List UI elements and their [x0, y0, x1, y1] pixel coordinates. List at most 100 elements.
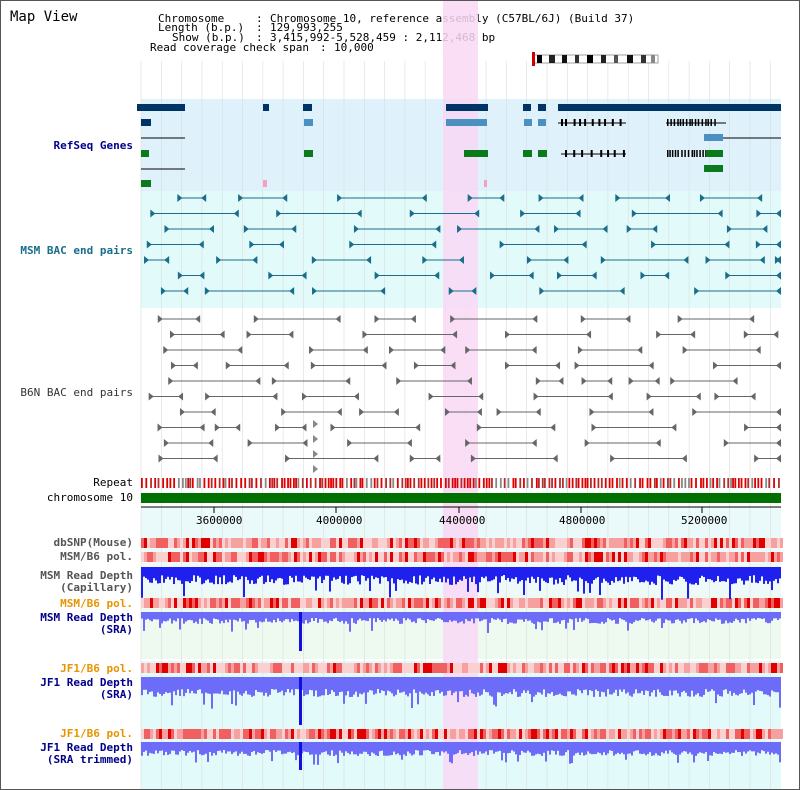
jf1-b6-pol-trim-heat — [186, 729, 189, 739]
jf1-b6-pol-trim-heat — [597, 729, 600, 739]
refseq-gene — [523, 150, 532, 157]
msm-b6-pol-sra-heat — [357, 598, 360, 608]
msm-depth-capillary-bar — [747, 567, 749, 581]
jf1-b6-pol-trim-heat — [729, 729, 732, 739]
msm-depth-capillary-bar — [483, 567, 485, 579]
jf1-depth-sra-bar — [633, 677, 635, 694]
jf1-depth-trim-bar — [185, 742, 187, 756]
jf1-depth-trim-bar — [715, 742, 717, 754]
jf1-depth-trim-bar — [163, 742, 165, 756]
repeat-block — [531, 478, 533, 488]
msm-b6-pol-heat — [594, 552, 597, 562]
msm-depth-capillary-bar — [287, 567, 289, 585]
msm-b6-pol-sra-heat — [312, 598, 315, 608]
msm-b6-pol-heat — [276, 552, 279, 562]
msm-depth-capillary-bar — [609, 567, 611, 585]
b6n-bac-pair-end — [465, 346, 471, 354]
msm-b6-pol-heat — [240, 552, 243, 562]
jf1-depth-sra-bar — [543, 677, 545, 690]
msm-depth-sra-bar — [199, 612, 201, 619]
jf1-depth-sra-bar — [297, 677, 299, 690]
msm-b6-pol-heat — [534, 552, 537, 562]
msm-b6-pol-sra-heat — [222, 598, 225, 608]
msm-b6-pol-sra-heat — [561, 598, 564, 608]
msm-bac-pair-end — [301, 271, 307, 280]
msm-depth-sra-bar — [717, 612, 719, 620]
jf1-b6-pol-trim-heat — [324, 729, 327, 739]
jf1-b6-pol-heat — [357, 663, 360, 673]
msm-b6-pol-heat — [765, 552, 768, 562]
dbsnp-heat — [519, 538, 522, 548]
jf1-depth-sra-bar — [549, 677, 551, 694]
ideogram-band — [651, 55, 655, 63]
msm-depth-capillary-bar — [635, 567, 637, 578]
refseq-gene — [689, 119, 691, 126]
msm-bac-pair-end — [252, 256, 258, 264]
msm-depth-capillary-bar — [689, 567, 691, 584]
msm-bac-pair-end — [144, 256, 150, 264]
repeat-block — [406, 478, 409, 488]
msm-b6-pol-sra-heat — [219, 598, 222, 608]
msm-b6-pol-heat — [267, 552, 270, 562]
jf1-depth-sra-bar — [275, 677, 277, 690]
msm-b6-pol-heat — [297, 552, 300, 562]
jf1-b6-pol-trim-heat — [183, 729, 186, 739]
b6n-bac-end — [313, 465, 318, 473]
jf1-depth-trim-bar — [605, 742, 607, 756]
repeat-block — [485, 478, 488, 488]
msm-depth-capillary-bar — [543, 567, 545, 581]
msm-depth-capillary-bar — [553, 567, 555, 585]
jf1-depth-trim-bar — [403, 742, 405, 755]
jf1-depth-trim-bar — [283, 742, 285, 754]
msm-depth-sra-bar — [201, 612, 203, 624]
msm-bac-pair-end — [591, 271, 597, 280]
repeat-block — [695, 478, 697, 488]
msm-depth-sra-bar — [373, 612, 375, 619]
jf1-b6-pol-heat — [528, 663, 531, 673]
jf1-b6-pol-heat — [642, 663, 645, 673]
jf1-depth-sra-bar — [651, 677, 653, 693]
jf1-b6-pol-trim-heat — [366, 729, 369, 739]
msm-depth-sra-bar — [597, 612, 599, 624]
msm-b6-pol-heat — [399, 552, 402, 562]
track-label-b6n-bac[interactable]: B6N BAC end pairs — [20, 386, 133, 399]
jf1-depth-sra-bar — [281, 677, 283, 691]
jf1-depth-sra-bar — [519, 677, 521, 697]
msm-b6-pol-heat — [438, 552, 441, 562]
ideogram-band — [601, 55, 606, 63]
jf1-b6-pol-heat — [759, 663, 762, 673]
jf1-b6-pol-trim-heat — [660, 729, 663, 739]
msm-depth-capillary-bar — [741, 567, 743, 581]
jf1-depth-sra-bar — [711, 677, 713, 690]
jf1-b6-pol-heat — [282, 663, 285, 673]
msm-b6-pol-heat — [570, 552, 573, 562]
track-label-refseq[interactable]: RefSeq Genes — [53, 139, 133, 152]
msm-b6-pol-sra-heat — [675, 598, 678, 608]
jf1-depth-sra-bar — [567, 677, 569, 692]
msm-depth-sra-bar — [463, 612, 465, 624]
jf1-depth-sra-bar — [657, 677, 659, 690]
jf1-depth-trim-bar — [295, 742, 297, 761]
msm-depth-capillary-bar — [743, 567, 745, 585]
msm-b6-pol-sra-heat — [294, 598, 297, 608]
jf1-depth-sra-bar — [249, 677, 251, 695]
repeat-block — [355, 478, 358, 488]
msm-b6-pol-heat — [204, 552, 207, 562]
msm-depth-sra-bar — [339, 612, 341, 623]
jf1-b6-pol-trim-heat — [369, 729, 372, 739]
msm-depth-capillary-bar — [507, 567, 509, 579]
track-label-msm-bac[interactable]: MSM BAC end pairs — [20, 244, 133, 257]
msm-depth-sra-bar — [417, 612, 419, 619]
jf1-depth-sra-bar — [531, 677, 533, 703]
msm-b6-pol-sra-heat — [339, 598, 342, 608]
jf1-depth-sra-bar — [595, 677, 597, 690]
jf1-depth-trim-bar — [429, 742, 431, 752]
jf1-depth-trim-bar — [417, 742, 419, 751]
msm-depth-capillary-bar — [679, 567, 681, 577]
msm-b6-pol-heat — [282, 552, 285, 562]
msm-depth-sra-bar — [325, 612, 327, 622]
msm-b6-pol-sra-heat — [681, 598, 684, 608]
jf1-depth-sra-bar — [529, 677, 531, 695]
b6n-bac-pair-end — [574, 361, 580, 370]
